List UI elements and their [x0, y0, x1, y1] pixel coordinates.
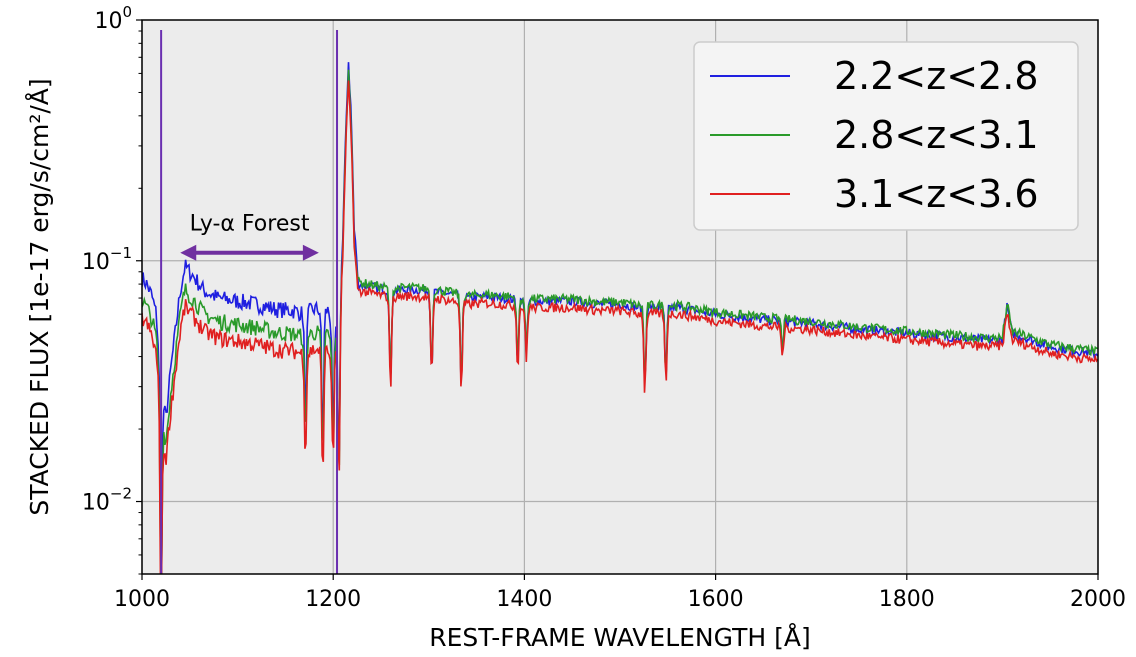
lya-forest-label: Ly-α Forest: [190, 212, 310, 237]
x-tick-label: 1400: [496, 587, 552, 612]
y-tick-label: 100: [94, 3, 132, 34]
y-tick-label: 10−2: [82, 485, 132, 516]
legend: 2.2<z<2.8 2.8<z<3.1 3.1<z<3.6: [693, 41, 1079, 231]
x-axis-label: REST-FRAME WAVELENGTH [Å]: [429, 623, 810, 652]
plot-frame: [141, 19, 1099, 575]
legend-label-2: 2.8<z<3.1: [834, 113, 1039, 157]
x-tick-label: 1000: [114, 587, 170, 612]
x-tick-label: 1200: [305, 587, 361, 612]
legend-box: [693, 41, 1079, 231]
x-tick-label: 1600: [688, 587, 744, 612]
annotation: Ly-α Forest: [180, 212, 319, 261]
series-layer: [142, 62, 1098, 574]
y-axis-label: STACKED FLUX [1e-17 erg/s/cm²/Å]: [25, 78, 54, 515]
legend-label-3: 3.1<z<3.6: [834, 172, 1039, 216]
y-tick-label: 10−1: [82, 244, 132, 275]
x-tick-label: 2000: [1070, 587, 1126, 612]
lya-forest-arrowhead-left: [180, 244, 197, 261]
y-axis: 100 10−1 10−2: [82, 3, 142, 575]
x-axis: 1000 1200 1400 1600 1800 2000: [114, 574, 1126, 612]
legend-label-1: 2.2<z<2.8: [834, 54, 1039, 98]
series-line-2: [142, 69, 1098, 574]
lya-forest-arrowhead-right: [302, 244, 319, 261]
x-tick-label: 1800: [879, 587, 935, 612]
vertical-lines: [160, 30, 339, 574]
series-line-3: [142, 80, 1098, 574]
